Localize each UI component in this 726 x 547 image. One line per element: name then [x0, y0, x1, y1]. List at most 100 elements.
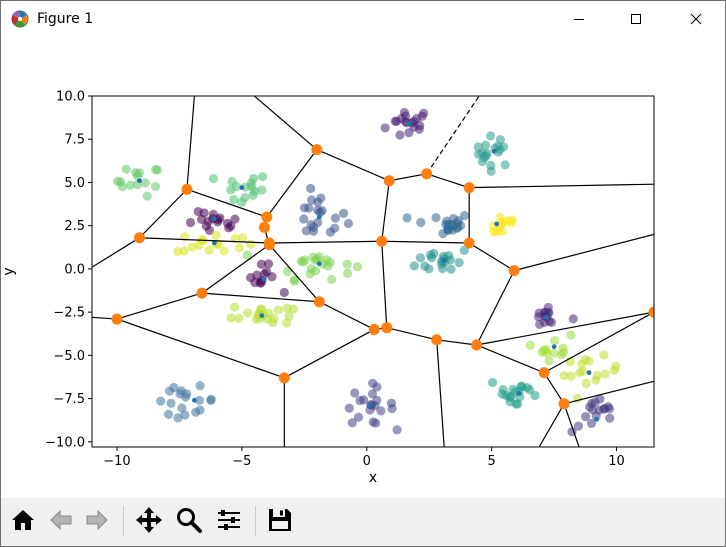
scatter-point: [573, 421, 584, 431]
centroid-point: [406, 121, 412, 127]
centroid-markers: [137, 121, 599, 422]
voronoi-vertex: [508, 265, 520, 277]
close-button[interactable]: [673, 1, 719, 37]
scatter-point: [330, 213, 341, 223]
back-button[interactable]: [45, 504, 77, 536]
voronoi-vertex: [181, 183, 193, 195]
scatter-point: [586, 418, 597, 429]
scatter-point: [566, 371, 576, 381]
scatter-point: [246, 239, 256, 249]
scatter-point: [592, 371, 602, 381]
centroid-point: [316, 214, 322, 220]
scatter-point: [305, 269, 315, 279]
navigation-toolbar: [1, 498, 725, 546]
home-button[interactable]: [7, 504, 39, 536]
voronoi-edge: [476, 344, 545, 374]
scatter-point: [208, 174, 219, 184]
centroid-point: [544, 314, 549, 320]
scatter-point: [224, 223, 234, 233]
scatter-point: [194, 395, 205, 405]
scatter-point: [352, 262, 363, 272]
scatter-point: [194, 240, 204, 250]
scatter-point: [321, 255, 332, 265]
voronoi-vertex: [313, 296, 325, 308]
back-icon: [50, 509, 72, 531]
scatter-point: [338, 208, 349, 218]
scatter-point: [229, 194, 239, 205]
voronoi-vertex: [538, 367, 550, 379]
scatter-point: [549, 348, 559, 358]
scatter-point: [279, 287, 289, 298]
centroid-point: [239, 185, 245, 191]
scatter-point: [342, 268, 353, 279]
scatter-point: [282, 318, 292, 328]
scatter-point: [195, 381, 205, 391]
scatter-point: [480, 140, 491, 150]
scatter-point: [306, 195, 317, 205]
scatter-point: [454, 257, 464, 268]
zoom-button[interactable]: [173, 504, 205, 536]
scatter-point: [575, 367, 585, 378]
scatter-point: [442, 216, 452, 226]
scatter-point: [396, 113, 407, 124]
minimize-button[interactable]: [556, 1, 602, 37]
configure-subplots-icon: [218, 510, 240, 530]
scatter-point: [380, 123, 390, 133]
centroid-point: [444, 223, 450, 229]
save-button[interactable]: [264, 504, 296, 536]
x-tick-label: 10: [608, 454, 625, 469]
scatter-point: [479, 152, 489, 163]
maximize-button[interactable]: [613, 1, 659, 37]
scatter-point: [353, 412, 364, 422]
forward-icon: [86, 509, 108, 531]
centroid-point: [551, 344, 557, 350]
centroid-point: [516, 390, 522, 396]
scatter-point: [131, 168, 141, 178]
scatter-point: [156, 396, 166, 406]
scatter-point: [255, 304, 266, 314]
scatter-point: [599, 350, 609, 360]
centroid-point: [137, 178, 142, 184]
scatter-point: [325, 227, 335, 237]
voronoi-vertex: [376, 235, 388, 247]
scatter-point: [587, 405, 598, 415]
scatter-point: [516, 381, 526, 391]
scatter-point: [263, 259, 274, 269]
configure-subplots-button[interactable]: [213, 504, 245, 536]
y-tick-label: −10.0: [45, 435, 85, 450]
y-tick-label: 5.0: [64, 176, 85, 191]
voronoi-vertex: [463, 182, 475, 194]
scatter-point: [117, 182, 127, 192]
voronoi-edge: [201, 292, 320, 303]
figure-canvas[interactable]: −10 −5 0 5 10 −10.0 −7.5 −5.0 −2.5 0.0 2.5 5.0 7.5 10…: [1, 37, 725, 498]
scatter-point: [204, 245, 214, 255]
scatter-point: [342, 259, 352, 269]
forward-button[interactable]: [81, 504, 113, 536]
scatter-point: [495, 144, 505, 155]
voronoi-edge: [253, 96, 318, 151]
scatter-point: [427, 253, 437, 263]
scatter-point: [530, 390, 540, 401]
pan-button[interactable]: [133, 504, 165, 536]
voronoi-edge: [319, 301, 375, 330]
voronoi-edge: [269, 240, 382, 244]
scatter-point: [581, 412, 591, 422]
voronoi-edge: [436, 339, 477, 346]
voronoi-edge: [476, 311, 654, 346]
voronoi-edge: [389, 173, 427, 182]
scatter-point: [234, 243, 245, 253]
centroid-point: [491, 148, 497, 154]
minimize-icon: [574, 19, 584, 20]
scatter-point: [540, 307, 550, 317]
voronoi-vertex: [463, 237, 475, 249]
scatter-point: [237, 232, 248, 243]
toolbar-separator: [255, 506, 256, 536]
scatter-point: [581, 378, 591, 389]
voronoi-edge: [381, 240, 470, 244]
scatter-point: [179, 246, 189, 256]
centroid-point: [259, 313, 265, 318]
scatter-point: [386, 398, 397, 408]
scatter-point: [486, 160, 496, 171]
scatter-point: [150, 181, 161, 192]
scatter-point: [367, 389, 377, 399]
